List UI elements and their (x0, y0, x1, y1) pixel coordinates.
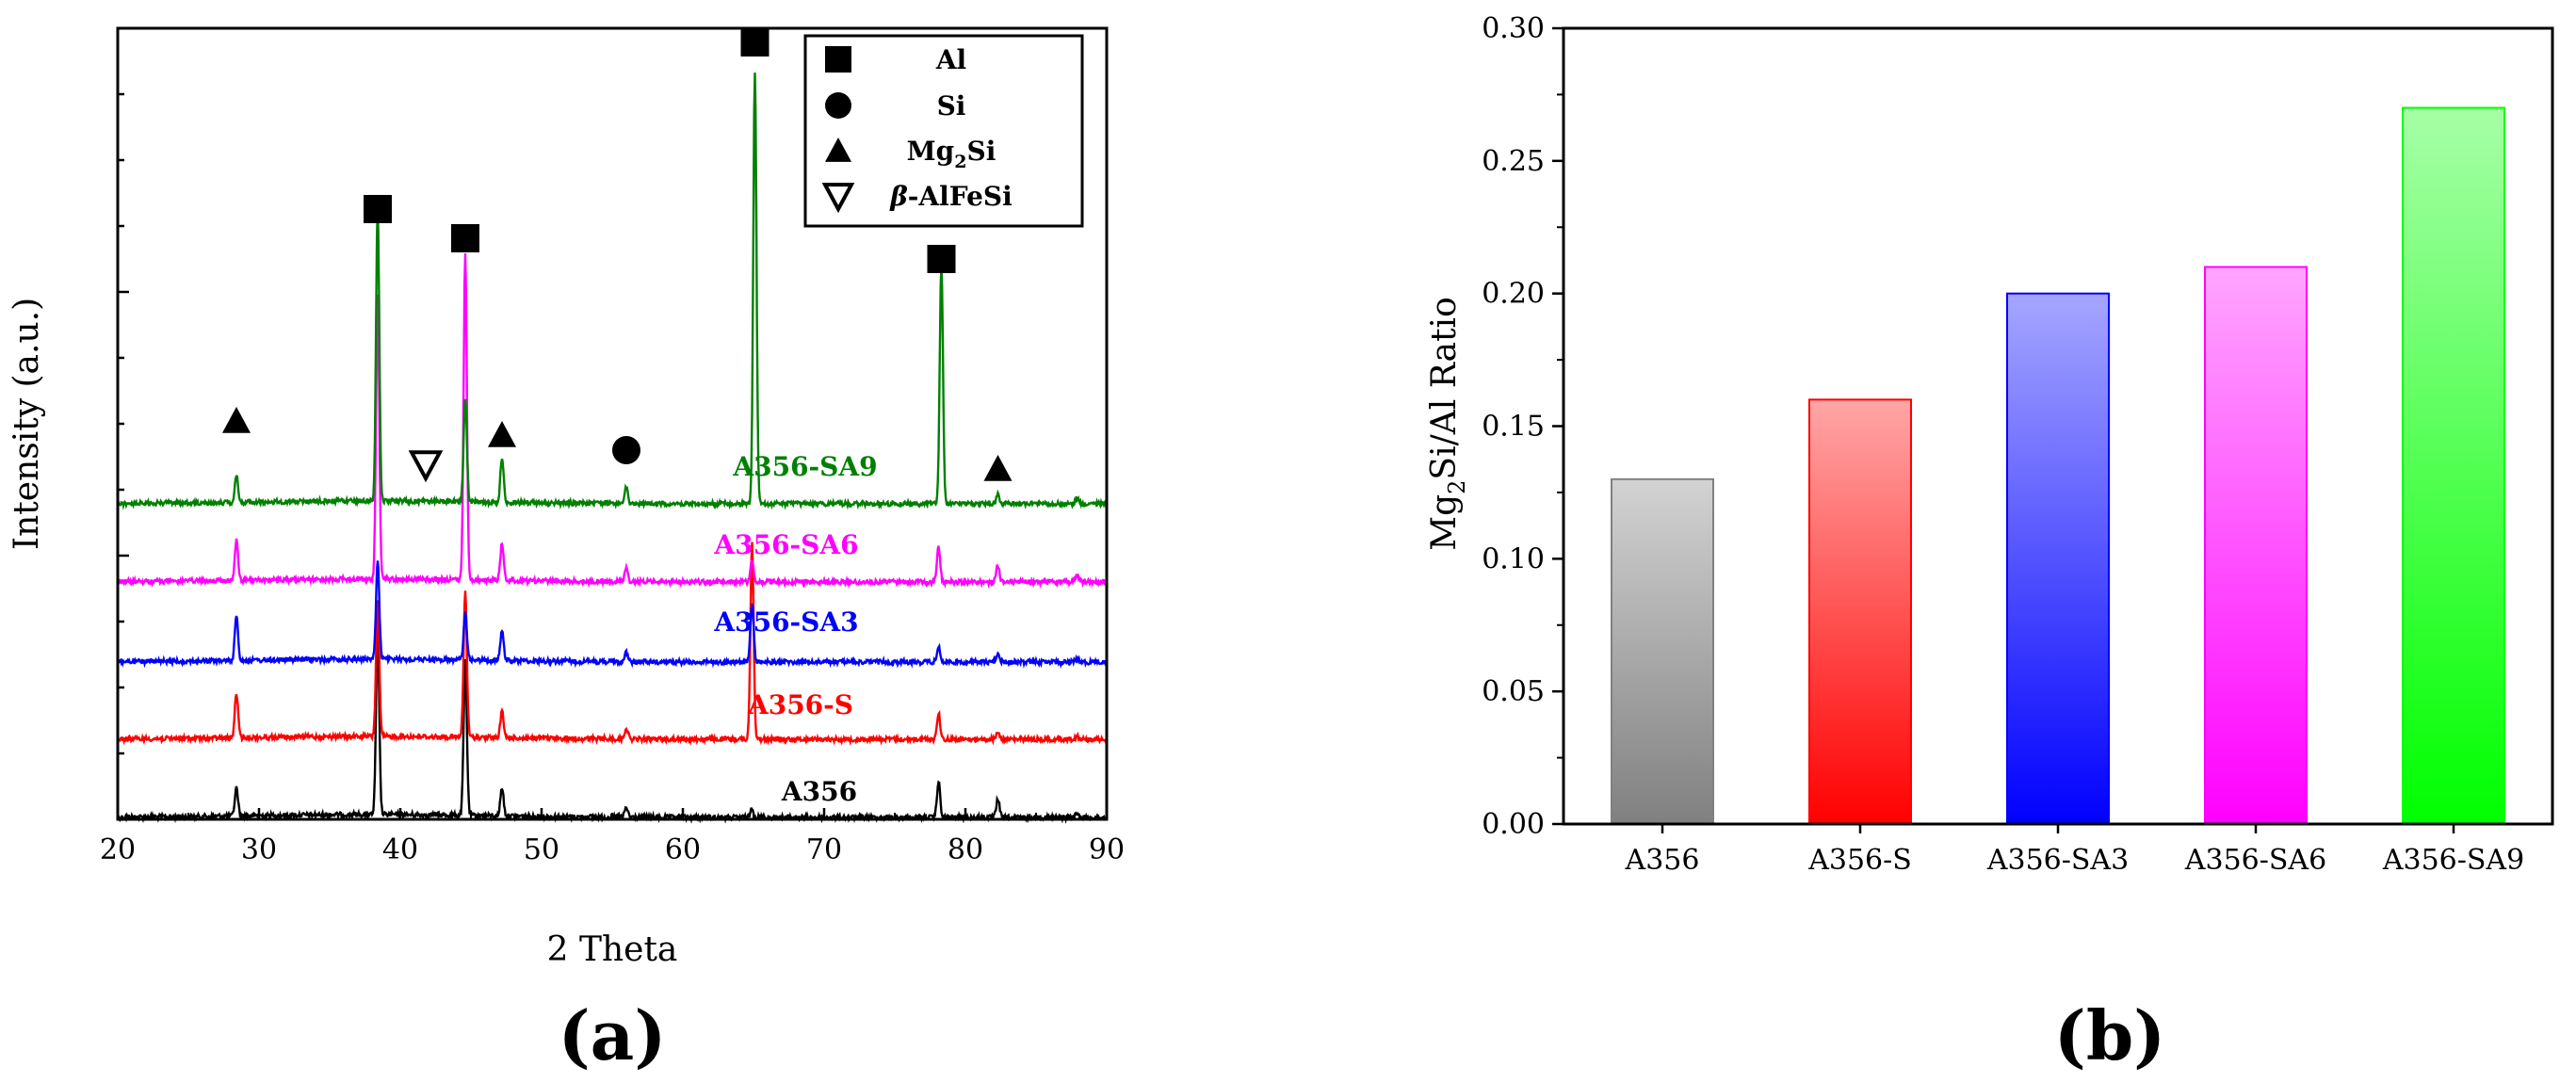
ratio-y-tick-label: 0.10 (1482, 542, 1545, 575)
phase-marker-al (740, 28, 770, 57)
ratio-bar-a356-sa6 (2204, 266, 2308, 825)
ratio-bar-a356-sa3 (2006, 292, 2110, 825)
ratio-y-tick-label: 0.05 (1482, 675, 1545, 708)
phase-marker-si (612, 436, 640, 464)
xrd-series-label-a356: A356 (781, 776, 857, 807)
xrd-x-axis: 20 30 40 50 60 70 80 90 (100, 808, 1125, 866)
ratio-y-axis: 0.00 0.05 0.10 0.15 0.20 0.25 0.30 (1482, 12, 1563, 841)
xrd-y-axis (118, 26, 129, 821)
legend-label: β-AlFeSi (889, 181, 1013, 212)
xrd-x-tick-label: 20 (100, 833, 136, 866)
legend-marker-triangle (825, 137, 851, 162)
ratio-x-tick-label: A356-SA6 (2184, 844, 2326, 877)
ratio-x-axis: A356 A356-S A356-SA3 A356-SA6 A356-SA9 (1625, 824, 2524, 877)
ratio-y-tick-label: 0.20 (1482, 278, 1545, 311)
ratio-x-tick-label: A356-S (1807, 844, 1912, 877)
phase-marker-al (451, 224, 479, 252)
legend-label: Al (935, 44, 966, 75)
phase-marker-mg2si (222, 407, 251, 433)
legend-marker-circle (825, 92, 851, 119)
ratio-bar-a356-sa9 (2402, 106, 2505, 825)
xrd-series-label-a356-s: A356-S (747, 689, 853, 720)
xrd-x-tick-label: 70 (806, 833, 842, 866)
legend-marker-square (825, 46, 851, 73)
ratio-x-tick-label: A356-SA3 (1986, 844, 2129, 877)
phase-marker-mg2si (488, 421, 516, 447)
phase-marker-alfesi (408, 450, 444, 483)
xrd-trace-a356-sa9 (116, 73, 1109, 510)
xrd-x-axis-title: 2 Theta (547, 930, 678, 969)
xrd-x-tick-label: 90 (1089, 833, 1125, 866)
legend-entry-al: Al (825, 44, 966, 75)
legend-entry-si: Si (825, 90, 965, 121)
xrd-series-label-group: A356 A356-S A356-SA3 A356-SA6 A356-SA9 (713, 451, 877, 807)
panel-a-label: (a) (559, 995, 667, 1075)
ratio-y-tick-label: 0.25 (1482, 145, 1545, 178)
ratio-bar-chart: 0.000.050.100.150.200.250.30 A356 A356-S A… (1425, 12, 2554, 1075)
xrd-trace-a356-sa6 (116, 252, 1108, 590)
xrd-trace-a356-s (116, 542, 1108, 747)
xrd-trace-a356 (116, 628, 1108, 824)
legend-label: Si (937, 90, 966, 121)
xrd-series-label-a356-sa3: A356-SA3 (713, 606, 858, 638)
legend-entry-alfesi: β-AlFeSi (821, 181, 1013, 214)
xrd-legend: Al Si Mg2Si β-AlFeSi (803, 34, 1084, 228)
xrd-x-tick-label: 60 (665, 833, 701, 866)
phase-marker-al (927, 245, 956, 273)
ratio-y-axis-title: Mg2Si/Al Ratio (1425, 297, 1470, 551)
xrd-y-axis-title: Intensity (a.u.) (8, 298, 46, 550)
phase-marker-mg2si (983, 455, 1013, 481)
ratio-y-tick-label: 0.15 (1482, 411, 1545, 444)
ratio-bar-group (1611, 106, 2505, 825)
ratio-x-tick-label: A356-SA9 (2382, 844, 2524, 877)
xrd-series-label-a356-sa9: A356-SA9 (732, 451, 877, 482)
legend-marker-inverted-triangle (821, 183, 855, 214)
legend-entry-mgsi: Mg2Si (825, 136, 996, 172)
legend-label: Mg2Si (907, 136, 996, 172)
xrd-x-tick-label: 30 (241, 833, 277, 866)
xrd-series-label-a356-sa6: A356-SA6 (713, 529, 858, 560)
xrd-trace-a356-sa3 (117, 560, 1109, 670)
ratio-bar-a356 (1611, 477, 1714, 825)
ratio-y-tick-label: 0.00 (1482, 808, 1545, 841)
ratio-y-tick-label: 0.30 (1482, 12, 1545, 45)
xrd-series-group (116, 73, 1109, 824)
phase-marker-group (222, 28, 1013, 483)
ratio-x-tick-label: A356 (1625, 844, 1700, 877)
xrd-x-tick-label: 50 (524, 833, 559, 866)
xrd-x-tick-label: 40 (382, 833, 418, 866)
phase-marker-al (364, 195, 392, 223)
ratio-bar-a356-s (1808, 398, 1912, 825)
xrd-x-tick-label: 80 (948, 833, 983, 866)
xrd-chart: A356 A356-S A356-SA3 A356-SA6 A356-SA9 20 30 4… (8, 26, 1125, 1075)
panel-b-label: (b) (2054, 995, 2165, 1075)
